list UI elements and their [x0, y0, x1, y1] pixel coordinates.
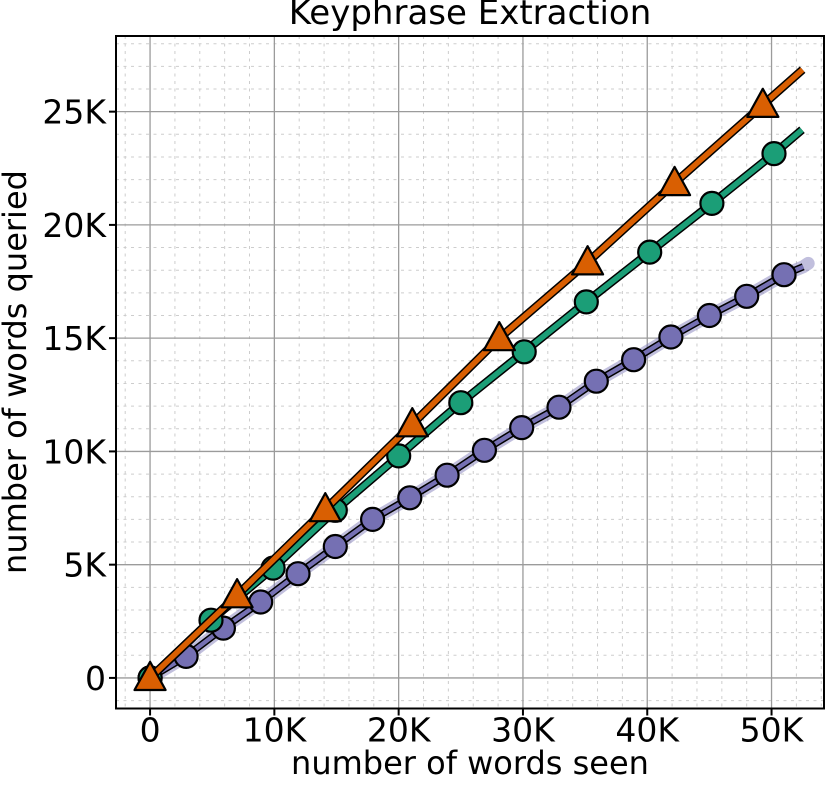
green-circle-series-marker-circle: [637, 239, 663, 265]
green-circle-series-marker-circle: [511, 339, 537, 365]
axes-spines: [115, 35, 825, 710]
orange-triangle-series-marker-triangle: [220, 577, 254, 609]
orange-triangle-series-marker-triangle: [395, 407, 429, 438]
purple-circle-series-marker-circle: [583, 368, 609, 394]
y-tick-label: 20K: [42, 206, 107, 245]
purple-circle-series-marker-circle: [509, 415, 535, 441]
purple-circle-series-marker-circle: [397, 485, 423, 511]
orange-triangle-series-marker-triangle: [482, 321, 517, 352]
orange-triangle-series-marker-triangle: [570, 245, 605, 276]
y-tick-label: 5K: [63, 546, 107, 585]
purple-circle-series-marker-circle: [546, 394, 572, 420]
purple-circle-series-marker-circle: [734, 283, 760, 309]
green-circle-series-marker-circle: [761, 141, 787, 167]
green-circle-series-marker-circle: [386, 443, 412, 469]
purple-circle-series-marker-circle: [322, 533, 348, 560]
orange-triangle-series-marker-triangle: [657, 165, 692, 197]
purple-circle-series-marker-circle: [696, 302, 723, 329]
y-tick-label: 10K: [42, 432, 107, 471]
x-tick-label: 30K: [491, 711, 556, 750]
orange-triangle-series-marker-triangle: [308, 492, 342, 523]
purple-circle-series-marker-circle: [658, 324, 684, 350]
y-tick-label: 0: [85, 659, 106, 698]
green-circle-series-marker-circle: [699, 190, 725, 216]
chart-title: Keyphrase Extraction: [288, 0, 652, 33]
purple-circle-series-marker-circle: [285, 561, 311, 587]
green-circle-series-line: [148, 127, 804, 680]
x-tick-label: 50K: [740, 711, 805, 750]
green-circle-series-marker-circle: [573, 289, 599, 315]
green-circle-series-marker-circle: [448, 390, 474, 416]
y-tick-label: 15K: [42, 319, 107, 358]
y-axis-label: number of words queried: [0, 170, 34, 574]
x-axis-label: number of words seen: [291, 744, 649, 782]
orange-triangle-series-marker-triangle: [746, 87, 780, 119]
x-tick-label: 20K: [367, 711, 432, 750]
purple-circle-series-marker-circle: [248, 589, 274, 615]
purple-circle-series-marker-circle: [360, 506, 386, 533]
orange-triangle-series-marker-triangle: [133, 660, 167, 692]
purple-circle-series-marker-circle: [434, 462, 460, 488]
purple-circle-series-marker-circle: [471, 437, 497, 463]
x-tick-label: 40K: [615, 711, 680, 750]
y-tick-label: 25K: [42, 93, 107, 132]
x-tick-label: 0: [140, 711, 161, 750]
purple-circle-series-marker-circle: [620, 347, 647, 373]
x-tick-label: 10K: [243, 711, 308, 750]
purple-circle-series-marker-circle: [771, 262, 797, 288]
